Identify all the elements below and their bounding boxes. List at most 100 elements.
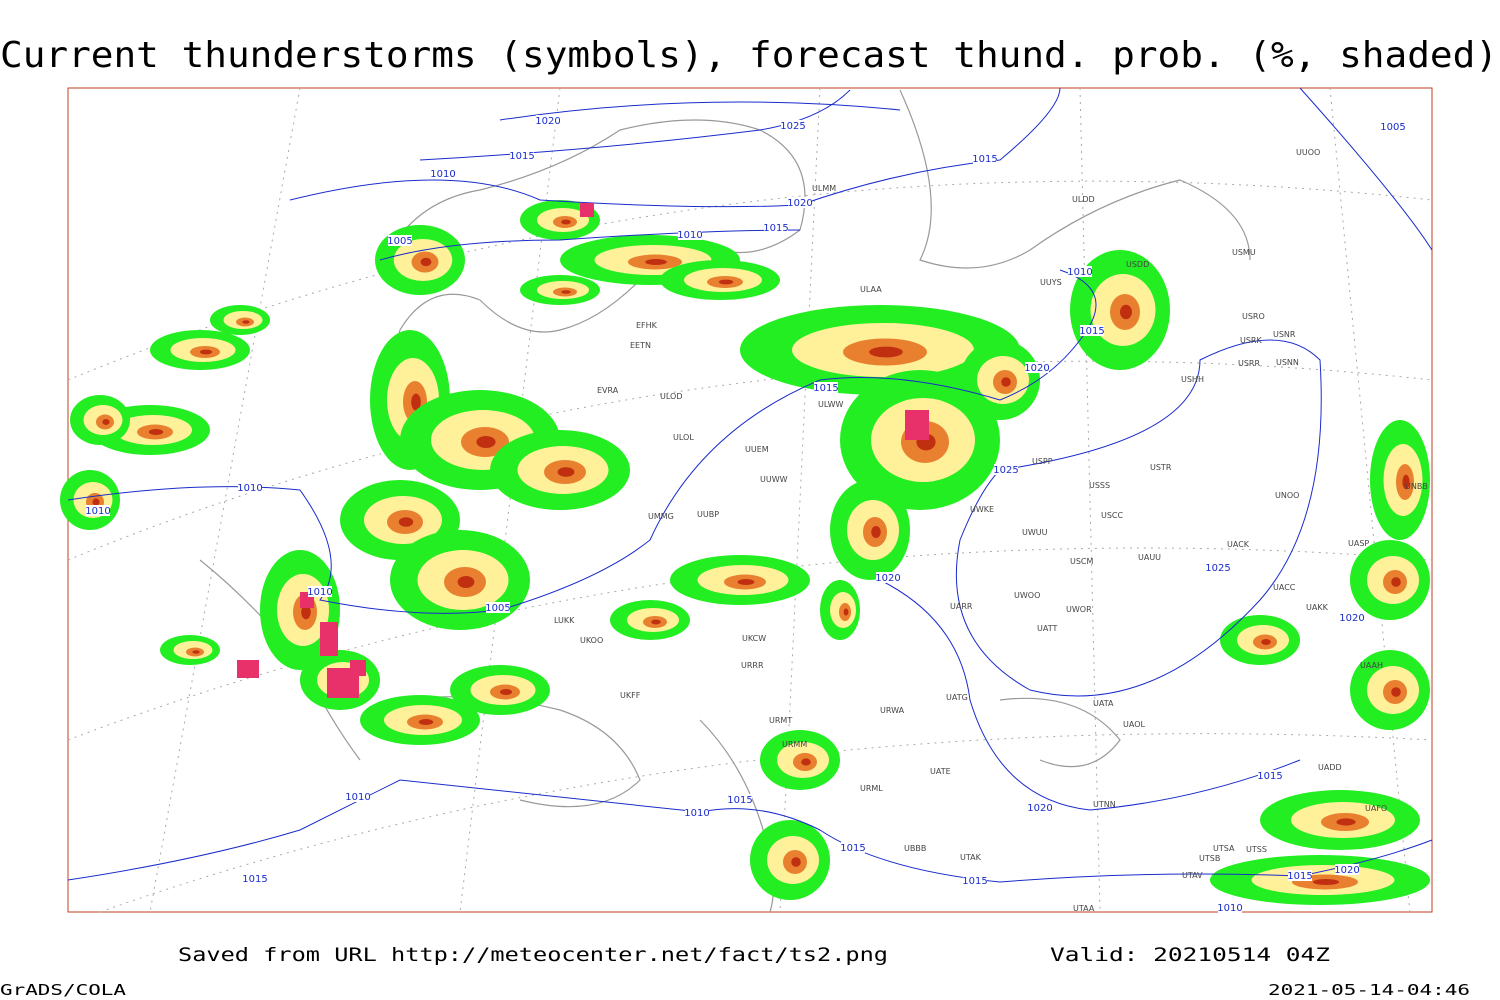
isobar-label: 1015	[1287, 871, 1312, 882]
station-label: UTSS	[1246, 845, 1267, 854]
station-label: UKOO	[580, 636, 603, 645]
isobar-label-bg	[678, 229, 702, 240]
prob-max	[1312, 879, 1340, 885]
isobar-label: 1015	[1257, 771, 1282, 782]
station-label: USNN	[1276, 358, 1299, 367]
prob-max	[92, 498, 100, 506]
isobar-label-bg	[1288, 870, 1312, 881]
map: 1020 1025 1015 1010 1020 1015 1010 1005 1015 1005…	[60, 87, 1433, 914]
isobar-label: 1015	[763, 223, 788, 234]
station-label: UKFF	[620, 691, 641, 700]
station-label: EFHK	[636, 321, 658, 330]
isobar-label-bg	[1218, 902, 1242, 913]
station-label: UUOO	[1296, 148, 1320, 157]
isobar-label: 1010	[237, 483, 262, 494]
station-label: UUBP	[697, 510, 719, 519]
station-label: UUYS	[1040, 278, 1062, 287]
isobar-label-bg	[1028, 802, 1052, 813]
station-label: UATT	[1037, 624, 1057, 633]
prob-max	[418, 719, 434, 725]
isobar-label-bg	[308, 586, 332, 597]
isobar-label: 1020	[787, 198, 812, 209]
station-label: UKCW	[742, 634, 766, 643]
station-label: UTAK	[960, 853, 982, 862]
station-label: UATA	[1093, 699, 1114, 708]
isobar-label-bg	[994, 464, 1018, 475]
source-url: Saved from URL http://meteocenter.net/fa…	[178, 944, 888, 966]
isobar-label-bg	[1025, 362, 1049, 373]
isobar-label: 1010	[677, 230, 702, 241]
prob-max	[801, 758, 811, 766]
station-label: USDD	[1126, 260, 1149, 269]
isobar-label-bg	[388, 235, 412, 246]
prob-max	[869, 346, 903, 358]
isobar-label: 1015	[840, 843, 865, 854]
station-label: EETN	[630, 341, 651, 350]
isobar-label-bg	[243, 873, 267, 884]
isobars	[67, 87, 1433, 883]
isobar-label: 1015	[1079, 326, 1104, 337]
station-label: ULOD	[660, 392, 682, 401]
prob-max	[561, 290, 571, 294]
isobar-label-bg	[1381, 121, 1405, 132]
station-label: USRK	[1240, 336, 1262, 345]
station-label: USNR	[1273, 330, 1296, 339]
isobar-label: 1020	[1024, 363, 1049, 374]
prob-max	[242, 320, 250, 324]
station-label: UTAV	[1182, 871, 1203, 880]
title: Current thunderstorms (symbols), forecas…	[0, 35, 1498, 76]
isobar-label: 1010	[85, 506, 110, 517]
prob-max	[1336, 818, 1356, 826]
station-label: UNBB	[1405, 482, 1428, 491]
isobar-label-bg	[1080, 325, 1104, 336]
isobar-label: 1005	[387, 236, 412, 247]
prob-max	[871, 526, 881, 538]
station-label: LUKK	[554, 616, 575, 625]
station-label: UAUU	[1138, 553, 1161, 562]
isobar-label: 1015	[972, 154, 997, 165]
station-label: USCC	[1101, 511, 1124, 520]
station-label: UUEM	[745, 445, 769, 454]
isobar-label: 1020	[535, 116, 560, 127]
isobar-label-bg	[536, 115, 560, 126]
isobar-label: 1015	[813, 383, 838, 394]
isobar-label: 1015	[509, 151, 534, 162]
isobar-label: 1005	[485, 603, 510, 614]
station-label: UTSA	[1213, 844, 1235, 853]
isobar-label-bg	[1335, 864, 1359, 875]
station-label: UTSB	[1199, 854, 1220, 863]
station-label: UATG	[946, 693, 968, 702]
station-label: UADD	[1318, 763, 1342, 772]
isobar-label: 1010	[1217, 903, 1242, 914]
prob-max	[148, 429, 164, 435]
prob-max	[476, 436, 496, 448]
isobar-label: 1010	[307, 587, 332, 598]
station-label: USPP	[1032, 457, 1053, 466]
station-label: UACC	[1273, 583, 1296, 592]
station-label: USMU	[1232, 248, 1256, 257]
isobar-label: 1015	[242, 874, 267, 885]
station-label: USTR	[1150, 463, 1172, 472]
station-label: UAOL	[1123, 720, 1145, 729]
prob-max	[557, 467, 575, 477]
isobar-label-bg	[431, 168, 455, 179]
station-label: ULDD	[1072, 195, 1095, 204]
station-label: UARR	[950, 602, 973, 611]
isobar-label: 1020	[875, 573, 900, 584]
station-label: URMT	[769, 716, 792, 725]
isobar-label: 1025	[993, 465, 1018, 476]
station-label: EVRA	[597, 386, 619, 395]
prob-max	[411, 393, 421, 411]
prob-max	[718, 279, 734, 285]
isobar-label-bg	[841, 842, 865, 853]
prob-max	[192, 650, 200, 654]
isobar-label-bg	[1258, 770, 1282, 781]
prob-max	[737, 579, 755, 585]
station-label: UMMG	[648, 512, 674, 521]
isobar-label: 1010	[430, 169, 455, 180]
isobar-label: 1010	[1067, 267, 1092, 278]
prob-max	[1261, 639, 1271, 645]
station-label: UWOO	[1014, 591, 1040, 600]
station-label: ULWW	[818, 400, 843, 409]
station-label: UWOR	[1066, 605, 1092, 614]
